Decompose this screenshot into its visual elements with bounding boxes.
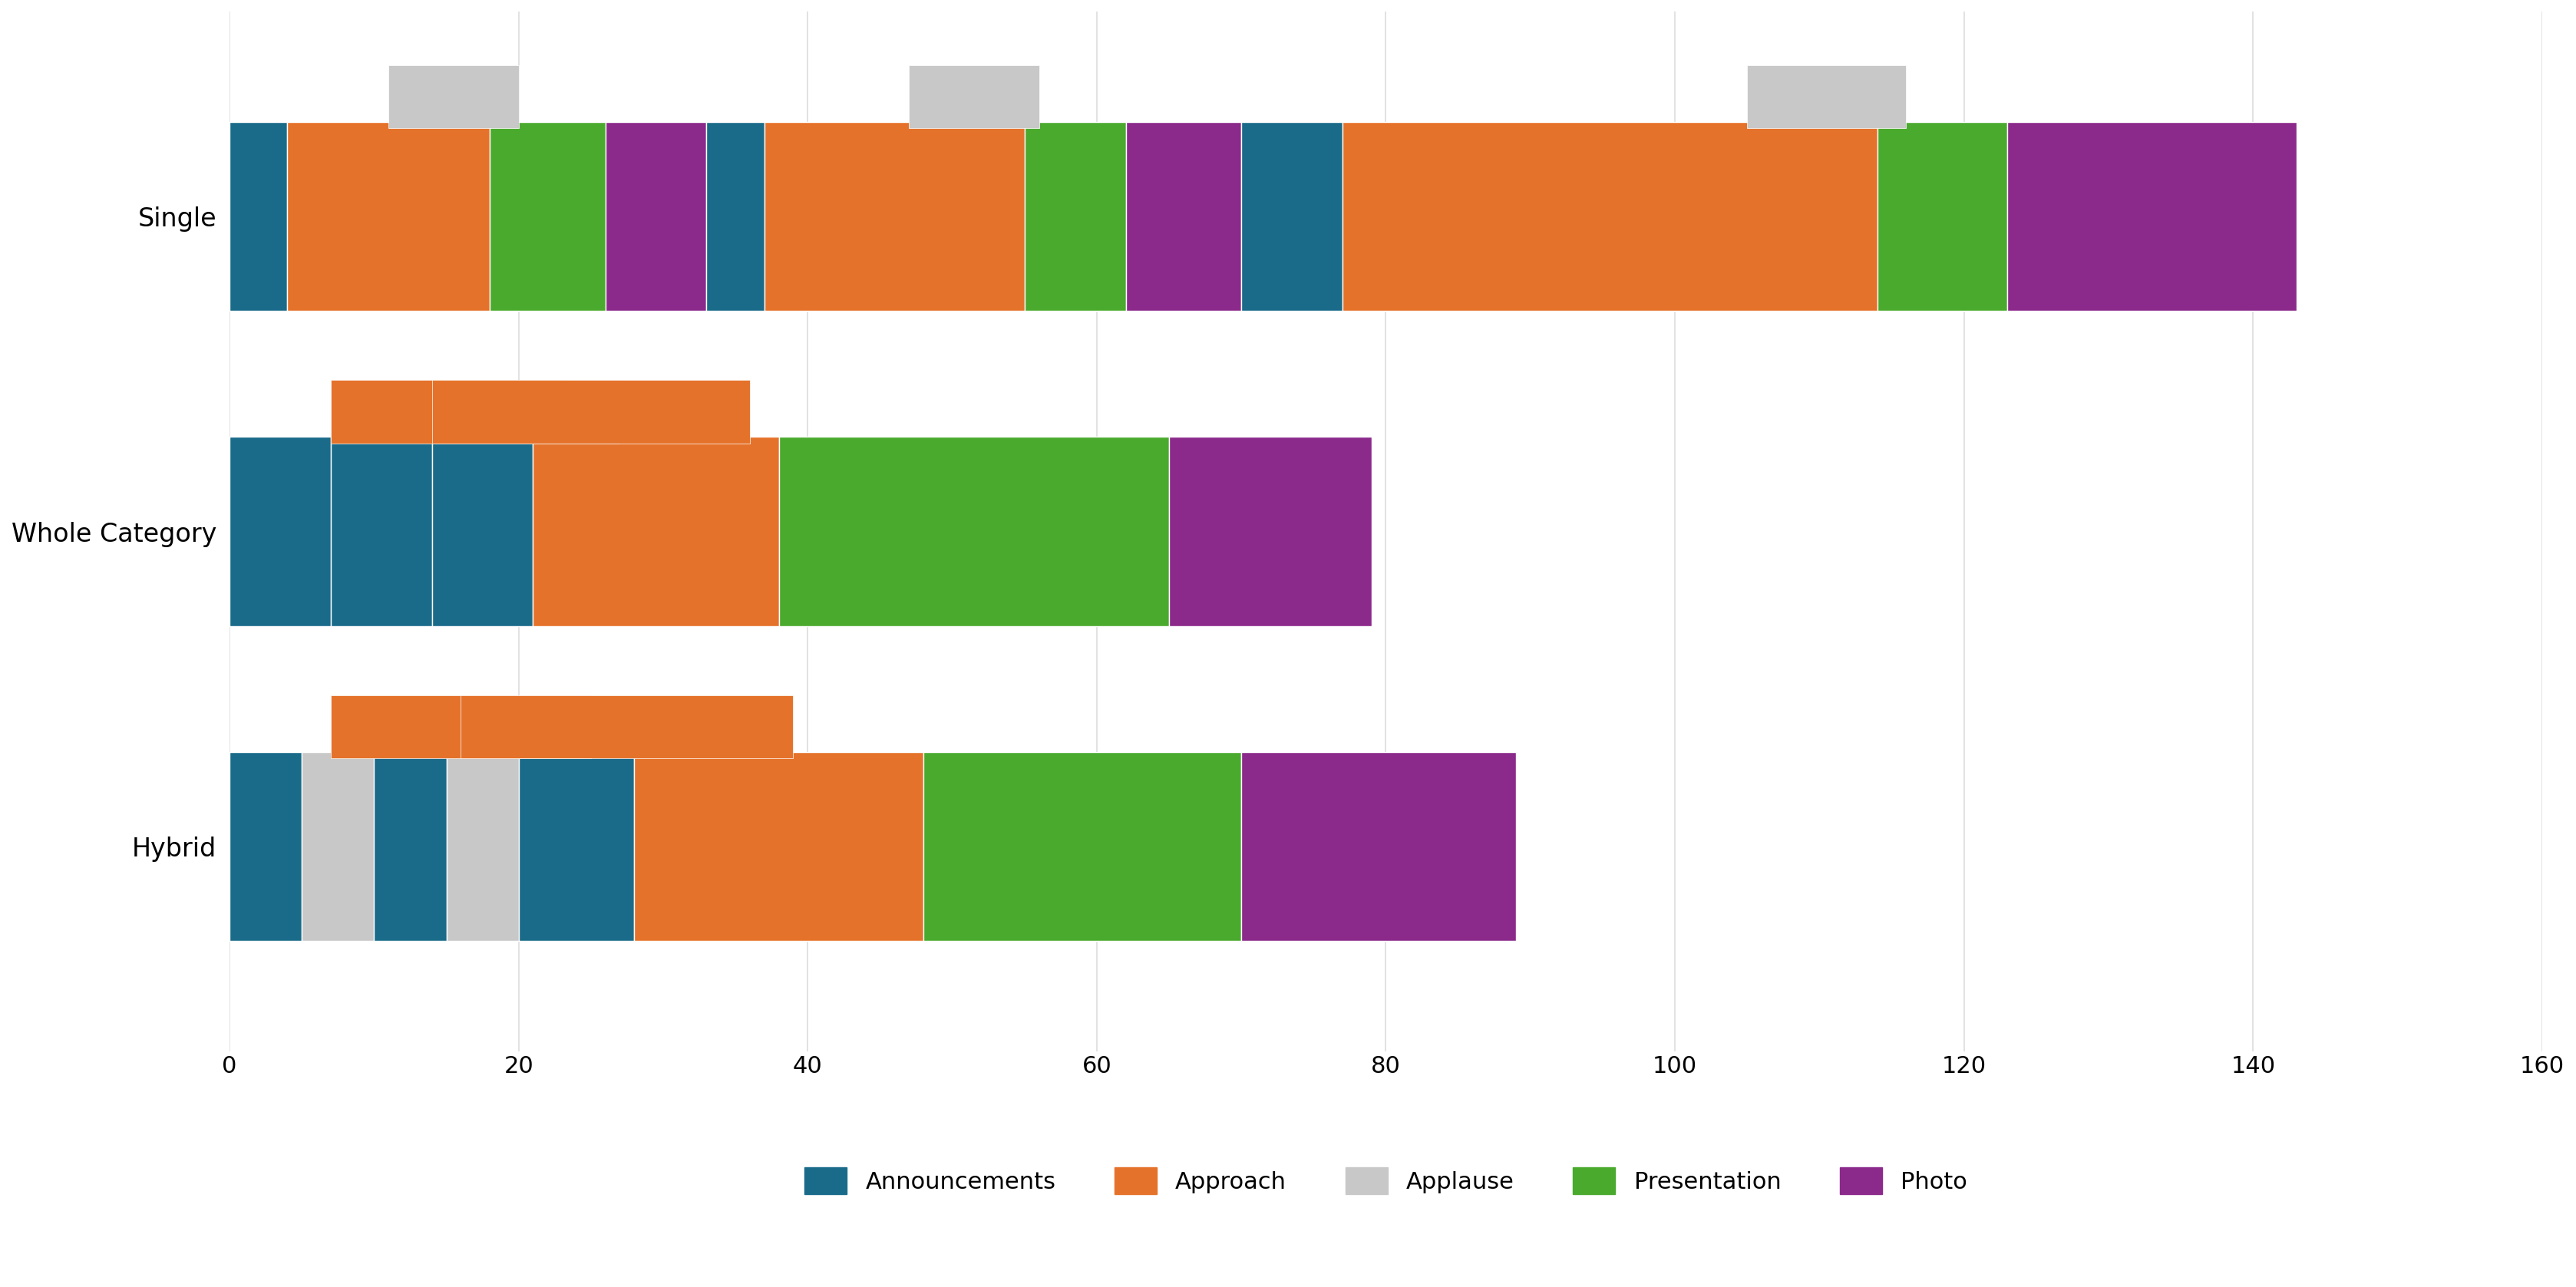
Bar: [909, 66, 1038, 129]
Bar: [289, 122, 489, 311]
Bar: [634, 752, 922, 941]
Bar: [330, 380, 562, 443]
Bar: [1170, 436, 1370, 625]
Bar: [533, 436, 778, 625]
Bar: [1747, 66, 1906, 129]
Bar: [330, 436, 433, 625]
Bar: [433, 436, 533, 625]
Bar: [229, 436, 330, 625]
Bar: [922, 752, 1242, 941]
Bar: [1242, 752, 1515, 941]
Bar: [1342, 122, 1878, 311]
Bar: [229, 122, 289, 311]
Bar: [2007, 122, 2295, 311]
Bar: [446, 752, 518, 941]
Bar: [518, 752, 634, 941]
Bar: [433, 380, 750, 443]
Bar: [765, 122, 1025, 311]
Bar: [389, 66, 518, 129]
Bar: [330, 695, 590, 758]
Bar: [374, 752, 446, 941]
Bar: [706, 122, 765, 311]
Bar: [1242, 122, 1342, 311]
Bar: [605, 122, 706, 311]
Bar: [1878, 122, 2007, 311]
Bar: [778, 436, 1170, 625]
Bar: [461, 695, 793, 758]
Bar: [1025, 122, 1126, 311]
Bar: [489, 122, 605, 311]
Bar: [301, 752, 374, 941]
Bar: [1126, 122, 1242, 311]
Bar: [229, 752, 301, 941]
Bar: [562, 380, 621, 443]
Legend: Announcements, Approach, Applause, Presentation, Photo: Announcements, Approach, Applause, Prese…: [793, 1156, 1978, 1206]
